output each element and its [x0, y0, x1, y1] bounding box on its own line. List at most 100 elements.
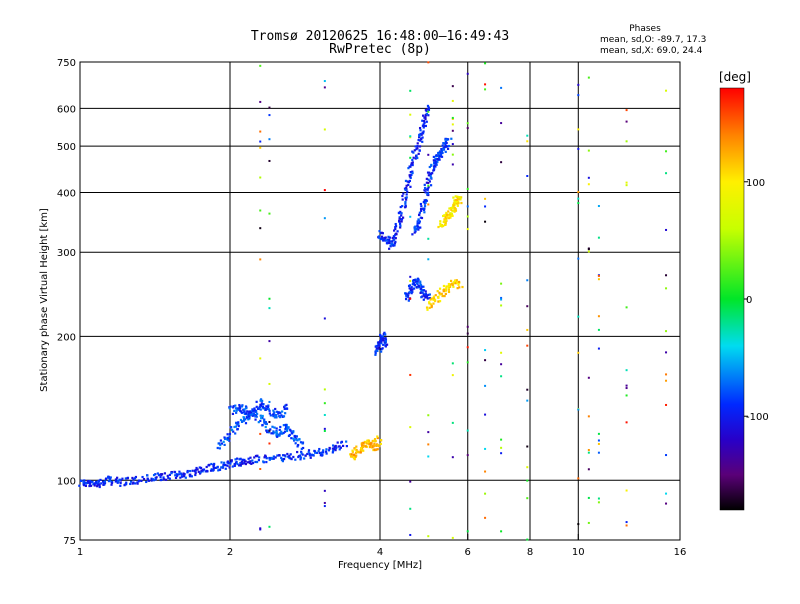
echo-point: [248, 414, 251, 417]
echo-point: [146, 478, 150, 481]
echo-point: [276, 435, 279, 438]
echo-point: [283, 405, 286, 408]
echo-point: [300, 452, 303, 455]
echo-point: [432, 302, 435, 305]
echo-point: [373, 442, 376, 445]
echo-point: [430, 297, 433, 300]
echo-point: [418, 213, 421, 216]
echo-point: [334, 448, 337, 452]
echo-point: [141, 475, 144, 479]
echo-point: [379, 237, 383, 241]
echo-point: [411, 288, 414, 291]
echo-point: [384, 236, 387, 240]
echo-point: [136, 482, 139, 485]
echo-point: [442, 147, 445, 150]
noise-point: [577, 477, 580, 480]
echo-point: [213, 462, 216, 466]
noise-point: [665, 89, 668, 92]
echo-point: [395, 233, 398, 236]
echo-point: [299, 458, 302, 461]
noise-point: [500, 161, 503, 164]
echo-point: [138, 479, 141, 482]
echo-point: [350, 453, 353, 456]
echo-point: [419, 132, 422, 136]
echo-point: [298, 454, 302, 457]
echo-point: [273, 431, 276, 434]
echo-point: [244, 422, 248, 425]
noise-point: [500, 282, 503, 285]
echo-point: [259, 399, 262, 402]
echo-point: [433, 164, 437, 168]
noise-point: [500, 86, 503, 89]
echo-point: [424, 124, 427, 128]
noise-point: [466, 454, 469, 457]
noise-point: [665, 403, 668, 406]
echo-point: [357, 450, 360, 453]
echo-point: [166, 474, 169, 477]
echo-point: [287, 426, 290, 429]
echo-point: [387, 238, 390, 241]
noise-point: [526, 328, 529, 331]
echo-point: [406, 190, 409, 193]
echo-point: [388, 236, 391, 239]
echo-point: [233, 463, 237, 466]
noise-point: [665, 172, 668, 175]
echo-point: [424, 108, 427, 112]
noise-point: [597, 501, 600, 504]
echo-point: [422, 298, 425, 301]
echo-point: [436, 160, 439, 164]
echo-point: [434, 299, 437, 303]
echo-point: [259, 408, 262, 411]
echo-point: [427, 106, 430, 109]
echo-point: [361, 444, 364, 447]
echo-point: [377, 341, 380, 344]
echo-point: [286, 452, 289, 456]
echo-point: [383, 238, 386, 241]
echo-point: [221, 465, 225, 468]
noise-point: [268, 400, 271, 403]
echo-point: [178, 473, 181, 476]
noise-point: [587, 468, 590, 471]
echo-point: [194, 473, 197, 477]
noise-point: [484, 220, 487, 223]
noise-point: [427, 431, 430, 434]
echo-point: [133, 477, 137, 480]
echo-point: [388, 240, 391, 243]
echo-point: [381, 347, 384, 350]
echo-point: [422, 126, 425, 129]
echo-point: [414, 145, 417, 148]
echo-point: [434, 160, 437, 163]
echo-point: [279, 425, 282, 429]
echo-point: [297, 443, 300, 447]
echo-point: [115, 480, 118, 483]
echo-point: [400, 218, 404, 221]
echo-point: [380, 342, 383, 345]
echo-point: [240, 405, 244, 408]
echo-point: [205, 469, 209, 473]
echo-point: [429, 175, 432, 178]
echo-point: [176, 473, 179, 477]
echo-point: [237, 407, 240, 410]
echo-point: [345, 445, 348, 448]
echo-point: [124, 477, 127, 480]
echo-point: [393, 242, 397, 245]
echo-point: [418, 211, 421, 214]
echo-point: [372, 439, 375, 442]
echo-point: [420, 290, 423, 293]
stats-line2: mean, sd,X: 69.0, 24.4: [600, 46, 703, 56]
echo-point: [381, 336, 385, 339]
echo-point: [355, 445, 358, 448]
echo-point: [362, 441, 365, 444]
echo-point: [236, 457, 239, 460]
echo-point: [372, 445, 375, 448]
echo-point: [421, 136, 424, 139]
noise-point: [451, 129, 454, 132]
echo-point: [447, 288, 450, 291]
echo-point: [433, 167, 436, 170]
echo-point: [275, 414, 278, 417]
echo-point: [178, 470, 181, 473]
echo-point: [440, 147, 443, 151]
echo-point: [419, 284, 423, 287]
echo-point: [240, 460, 243, 463]
